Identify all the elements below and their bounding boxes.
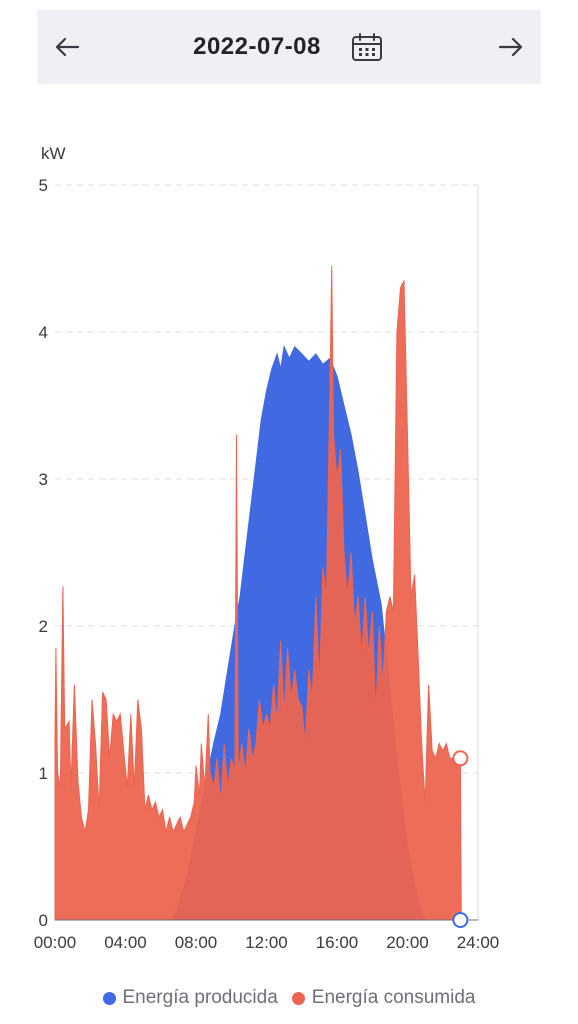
y-axis-unit-label: kW [41,144,66,163]
arrow-left-icon [55,37,80,57]
x-tick-label: 00:00 [34,933,77,952]
legend-dot [291,991,305,1005]
x-tick-label: 16:00 [316,933,359,952]
y-tick-label: 4 [39,323,48,342]
chart-legend: Energía producida Energía consumida [0,987,578,1009]
energy-chart-svg: 0 1 2 3 4 5 kW 00:00 04:00 08:00 12:00 16:00 20:00 24… [34,144,500,952]
x-tick-label: 08:00 [175,933,218,952]
x-tick-label: 12:00 [245,933,288,952]
y-tick-label: 3 [39,470,48,489]
area-series-consumed [54,265,462,921]
x-tick-label: 04:00 [104,933,147,952]
end-marker [452,912,469,928]
legend-label: Energía producida [122,987,278,1008]
y-tick-label: 0 [39,911,48,930]
previous-day-button[interactable] [44,24,90,70]
calendar-icon [351,33,382,61]
legend-dot [102,991,116,1005]
end-marker [452,750,469,767]
date-center: 2022-07-08 [37,10,541,84]
energy-chart: 0 1 2 3 4 5 kW 00:00 04:00 08:00 12:00 16:00 20:00 24… [0,120,578,960]
arrow-right-icon [498,37,523,57]
calendar-button[interactable] [349,29,385,65]
legend-item-consumed[interactable]: Energía consumida [291,987,476,1009]
current-date-label: 2022-07-08 [193,33,321,60]
y-tick-label: 2 [39,617,48,636]
y-tick-label: 5 [39,176,48,195]
date-navigation-bar: 2022-07-08 [37,10,541,84]
next-day-button[interactable] [488,24,534,70]
x-tick-label: 20:00 [386,933,429,952]
legend-label: Energía consumida [311,987,476,1008]
legend-item-produced[interactable]: Energía producida [102,987,278,1009]
x-tick-label: 24:00 [457,933,500,952]
y-tick-label: 1 [39,764,48,783]
